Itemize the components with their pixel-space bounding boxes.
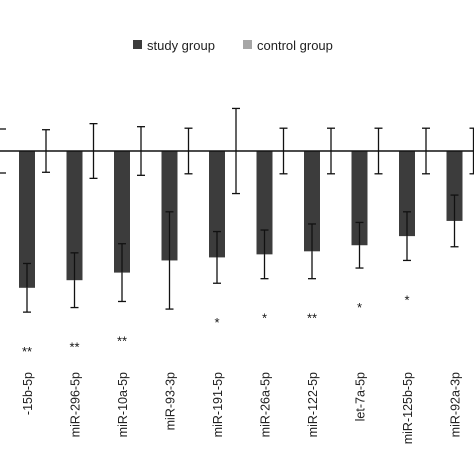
legend-label-study-group: study group: [147, 38, 215, 53]
significance-marker-mir-122-5p: **: [307, 311, 317, 326]
tick-label-mir-26a-5p: miR-26a-5p: [259, 372, 273, 437]
tick-label-mir-122-5p: miR-122-5p: [306, 372, 320, 437]
significance-marker-mir-26a-5p: *: [262, 311, 267, 326]
bar-study-mir-122-5p: [304, 151, 320, 252]
tick-label-mir-10a-5p: miR-10a-5p: [116, 372, 130, 437]
tick-label-let-7a-5p: let-7a-5p: [354, 372, 368, 421]
significance-marker-let-7a-5p: *: [357, 300, 362, 315]
plot-area: **-15b-5p**miR-296-5p**miR-10a-5p miR-93-…: [0, 107, 474, 444]
tick-label-mir-296-5p: miR-296-5p: [69, 372, 83, 437]
bar-study-mir-92a-3p: [446, 151, 463, 221]
bar-study-mir-10a-5p: [114, 151, 130, 273]
bar-study-mir-93-3p: [161, 151, 178, 261]
significance-marker-mir-296-5p: **: [69, 340, 79, 355]
significance-marker-mir-125b-5p: *: [404, 292, 409, 307]
bar-study-mir-296-5p: [66, 151, 83, 281]
bar-study-mir-26a-5p: [256, 151, 273, 255]
bar-study-let-7a-5p: [351, 151, 368, 246]
tick-label-mir-15b-5p: -15b-5p: [21, 372, 35, 415]
significance-marker-mir-15b-5p: **: [22, 344, 32, 359]
significance-marker-mir-191-5p: *: [214, 315, 219, 330]
legend: study group control group: [133, 38, 333, 53]
tick-label-mir-93-3p: miR-93-3p: [164, 372, 178, 430]
bar-study-mir-125b-5p: [399, 151, 415, 237]
tick-label-mir-191-5p: miR-191-5p: [211, 372, 225, 437]
legend-swatch-control-group: [243, 40, 252, 49]
legend-swatch-study-group: [133, 40, 142, 49]
legend-label-control-group: control group: [257, 38, 333, 53]
bar-study-mir-15b-5p: [19, 151, 35, 288]
bar-study-mir-191-5p: [209, 151, 225, 258]
tick-label-mir-92a-3p: miR-92a-3p: [449, 372, 463, 437]
tick-label-mir-125b-5p: miR-125b-5p: [401, 372, 415, 444]
significance-marker-mir-10a-5p: **: [117, 333, 127, 348]
